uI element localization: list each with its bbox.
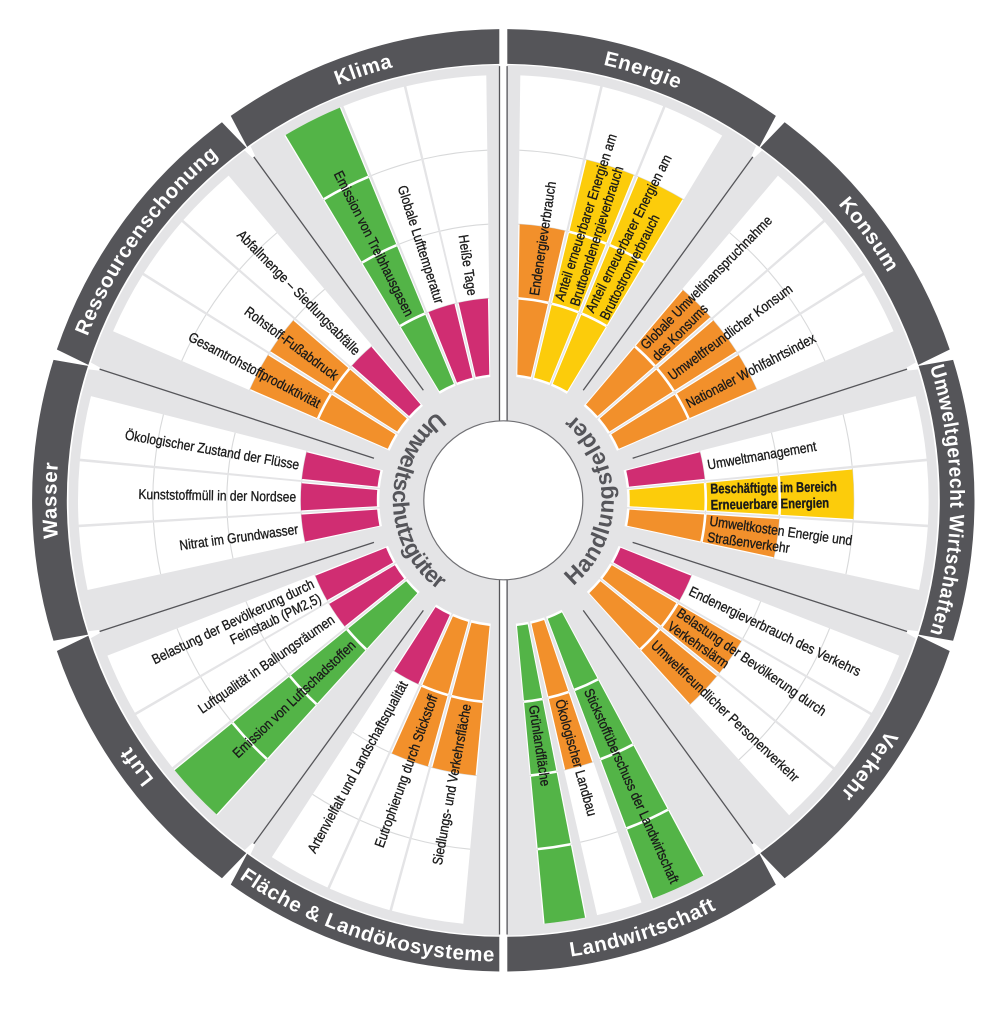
- svg-text:Erneuerbare Energien: Erneuerbare Energien: [710, 495, 829, 513]
- svg-text:Kunststoffmüll in der Nordsee: Kunststoffmüll in der Nordsee: [138, 486, 296, 505]
- svg-text:Wasser: Wasser: [38, 461, 63, 539]
- svg-text:Beschäftigte im Bereich: Beschäftigte im Bereich: [710, 478, 837, 496]
